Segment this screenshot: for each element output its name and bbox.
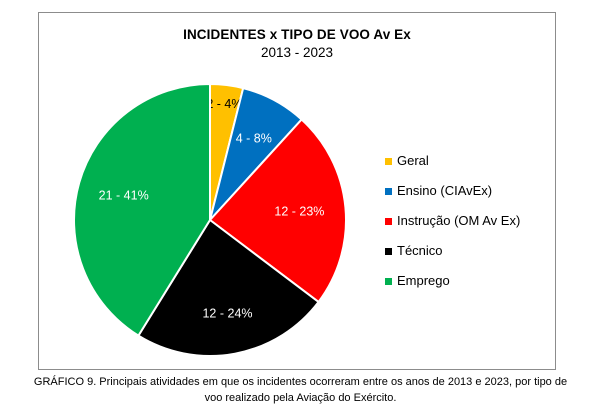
pie-slice-3 [208, 118, 347, 304]
chart-subtitle: 2013 - 2023 [260, 45, 334, 60]
legend-swatch [385, 188, 392, 195]
pie-slice-4 [137, 218, 320, 357]
slice-data-label-3: 12 - 23% [274, 205, 324, 219]
legend-label: Instrução (OM Av Ex) [397, 213, 521, 228]
legend-label: Técnico [397, 243, 443, 258]
caption-line-2: voo realizado pela Aviação do Exército. [204, 392, 397, 404]
figure-caption: GRÁFICO 9. Principais atividades em que … [0, 374, 601, 406]
chart-frame: INCIDENTES x TIPO DE VOO Av Ex 2013 - 20… [38, 12, 556, 370]
slice-data-label-4: 12 - 24% [202, 307, 252, 321]
legend-label: Geral [397, 153, 429, 168]
slice-data-label-5: 21 - 41% [99, 188, 149, 202]
caption-line-1: GRÁFICO 9. Principais atividades em que … [33, 376, 568, 388]
legend-label: Emprego [397, 273, 450, 288]
legend-swatch [385, 278, 392, 285]
legend-swatch [385, 218, 392, 225]
pie-chart: 2 - 4% 4 - 8% 12 - 23% 12 - 24% 21 - 41% [73, 82, 347, 357]
chart-title: INCIDENTES x TIPO DE VOO Av Ex [183, 27, 411, 42]
legend-swatch [385, 248, 392, 255]
legend-swatch [385, 158, 392, 165]
legend-label: Ensino (CIAvEx) [397, 183, 493, 198]
slice-data-label-1: 2 - 4% [206, 97, 242, 111]
slice-data-label-2: 4 - 8% [236, 132, 272, 146]
pie-slice-5 [73, 82, 211, 338]
